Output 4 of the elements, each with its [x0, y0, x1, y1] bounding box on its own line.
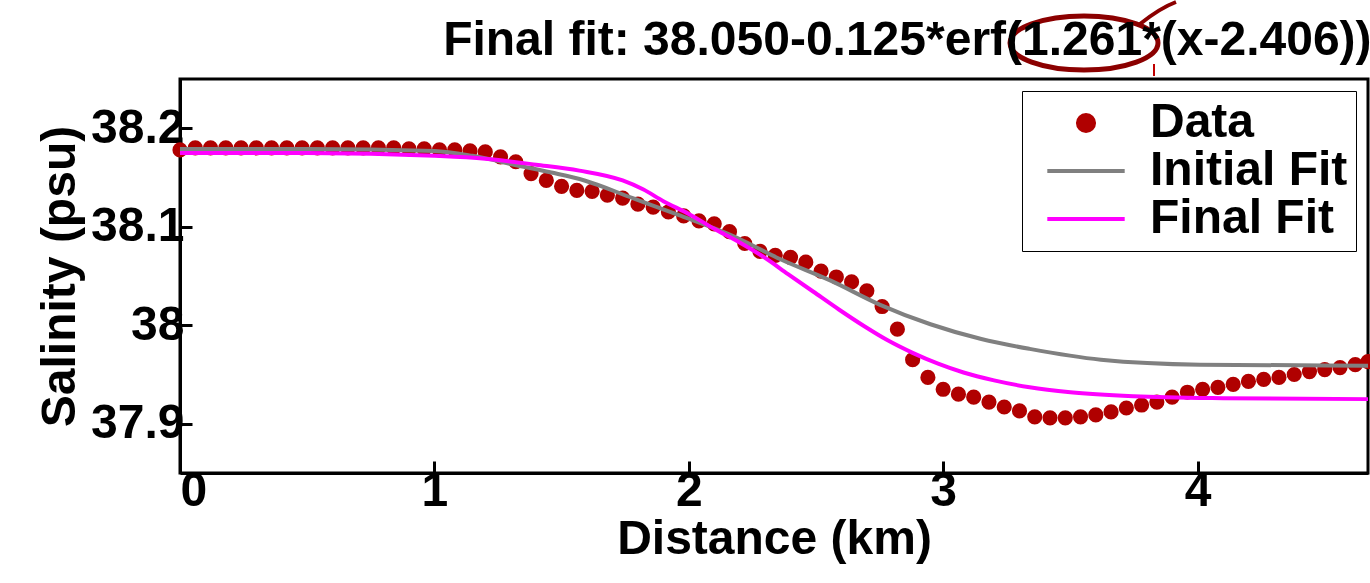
- x-tick-label: 1: [421, 462, 449, 516]
- x-axis-title: Distance (km): [617, 510, 932, 564]
- y-axis-title: Salinity (psu): [32, 125, 86, 428]
- x-tick-label: 4: [1184, 462, 1212, 516]
